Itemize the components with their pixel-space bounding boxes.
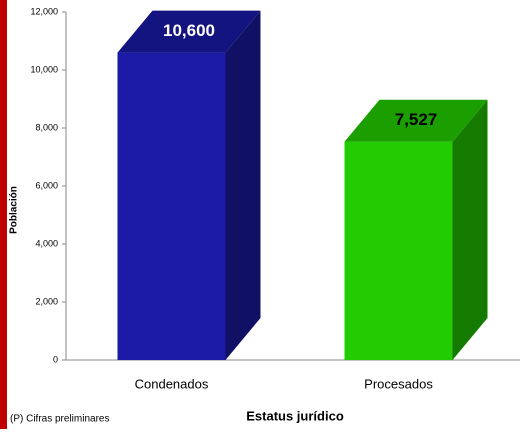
bar-side — [452, 99, 488, 360]
y-tick-label: 0 — [53, 354, 58, 364]
side-strip — [0, 0, 7, 429]
y-tick-label: 2,000 — [35, 296, 58, 306]
bar-top — [117, 10, 261, 53]
x-tick-label: Condenados — [135, 376, 209, 391]
y-axis-title: Población — [9, 186, 20, 234]
y-tick-label: 8,000 — [35, 122, 58, 132]
x-axis-title: Estatus jurídico — [246, 408, 344, 423]
bar-side — [225, 10, 261, 360]
bar-top — [344, 99, 488, 142]
bar-front — [117, 52, 226, 360]
y-tick-label: 10,000 — [30, 64, 58, 74]
value-label: 7,527 — [395, 110, 438, 129]
bar-front — [344, 141, 453, 360]
y-tick-label: 12,000 — [30, 6, 58, 16]
note: (P) Cifras preliminares — [10, 414, 109, 425]
y-tick-label: 6,000 — [35, 180, 58, 190]
x-tick-label: Procesados — [364, 376, 433, 391]
y-tick-label: 4,000 — [35, 238, 58, 248]
value-label: 10,600 — [163, 21, 215, 40]
